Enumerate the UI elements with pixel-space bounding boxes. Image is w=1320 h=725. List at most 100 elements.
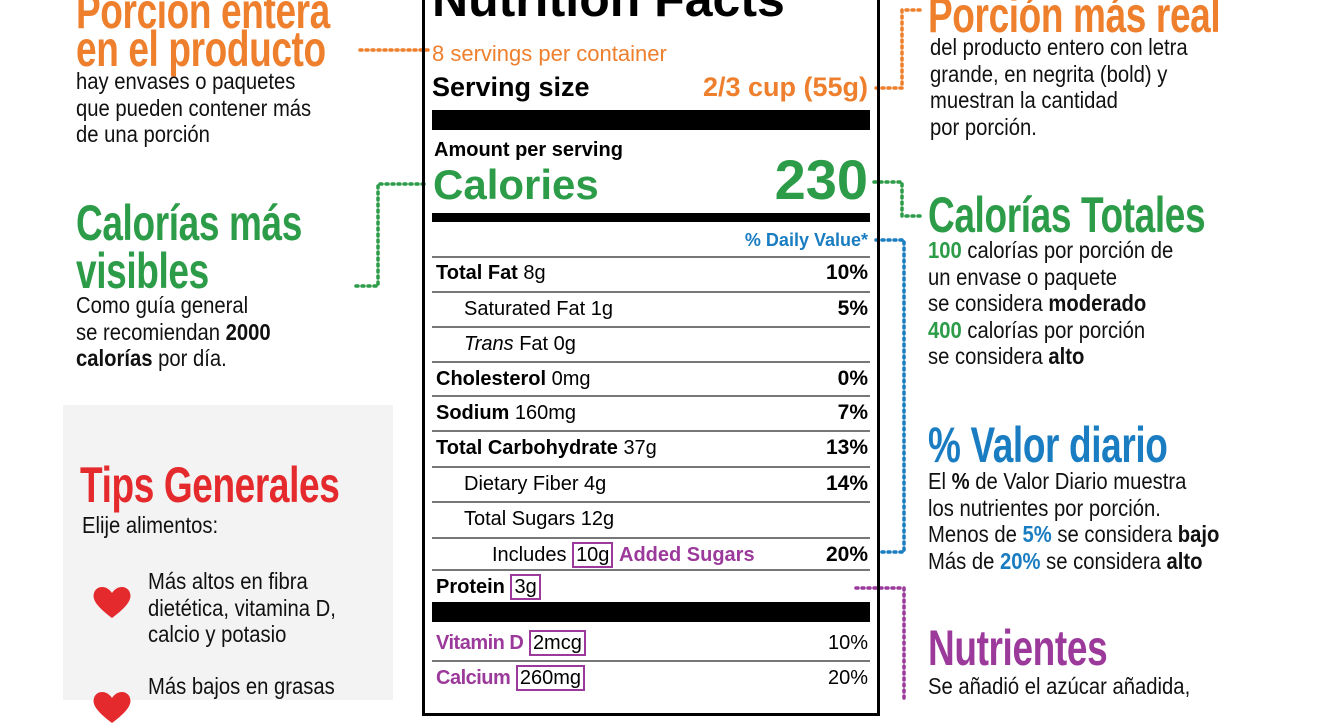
line: un envase o paquete [928, 264, 1173, 291]
line: Se añadió el azúcar añadida, [928, 673, 1190, 700]
calories-label: Calories [433, 161, 599, 208]
text: por día. [152, 345, 227, 371]
nutrient-amount: 8g [523, 262, 546, 284]
daily-value: % Daily Value* [744, 230, 868, 250]
vitamin-amount: 260mg [515, 665, 586, 691]
nutrient-name: Total Sugars [464, 508, 576, 530]
line: los nutrientes por porción. [928, 495, 1219, 522]
rule [432, 326, 870, 328]
daily-percent: 20% [827, 667, 868, 689]
nutrient-row: Includes 10g Added Sugars [492, 542, 755, 568]
text: un envase o paquete [928, 263, 1118, 290]
heading: Calorías más [76, 195, 302, 251]
paragraph: hay envases o paquetes que pueden contene… [76, 68, 311, 148]
nutrient-name: Trans [464, 333, 514, 355]
accent-text: 100 [928, 237, 962, 263]
text: de una porción [76, 121, 210, 147]
line: calorías por día. [76, 345, 271, 372]
vitamin-row: Vitamin D 2mcg [436, 630, 586, 656]
daily-percent: 10% [827, 632, 868, 654]
line: Menos de 5% se considera bajo [928, 521, 1219, 548]
vitamin-name: Vitamin D [436, 632, 524, 654]
nutrient-name: Includes [492, 544, 567, 566]
rule [432, 361, 870, 363]
paragraph: El % de Valor Diario muestra los nutrient… [928, 468, 1219, 574]
daily-percent: 20% [825, 543, 868, 566]
heading: Porción entera [76, 0, 330, 39]
rule [432, 395, 870, 397]
bold-text: bajo [1177, 521, 1220, 547]
nutrient-amount: 4g [584, 473, 607, 495]
text: calorías por porción [961, 316, 1146, 343]
text: de Valor Diario muestra [969, 468, 1187, 494]
text: muestran la cantidad [930, 87, 1118, 113]
text: los nutrientes por porción. [928, 494, 1161, 521]
line: 400 calorías por porción [928, 317, 1173, 344]
label-title: Nutrition Facts [432, 0, 785, 24]
subtitle: Elije alimentos: [82, 512, 219, 538]
serving-amount: 2/3 cup (55g) [702, 72, 868, 102]
line: por porción. [930, 114, 1188, 141]
text: se considera [928, 290, 1049, 316]
nutrient-row: Protein 3g [436, 574, 541, 600]
bar [432, 110, 870, 130]
nutrient-row: Total Sugars 12g [464, 507, 614, 531]
rule [432, 537, 870, 539]
tip-item: Más altos en fibra dietética, vitamina D,… [148, 568, 336, 648]
rule [432, 430, 870, 432]
tips-panel [63, 405, 393, 700]
text: se considera [928, 343, 1049, 369]
amount-per-serving: Amount per serving [434, 139, 623, 161]
bar [432, 602, 870, 622]
nutrient-row: Cholesterol 0mg [436, 367, 591, 391]
paragraph: Se añadió el azúcar añadida, [928, 673, 1190, 700]
daily-percent: 5% [837, 297, 868, 320]
nutrient-row: Dietary Fiber 4g [464, 472, 606, 496]
nutrient-amount: 0mg [551, 368, 591, 390]
heading: Porción más real [928, 0, 1221, 43]
text: hay envases o paquetes [76, 68, 296, 94]
nutrient-row: Trans Fat 0g [464, 332, 576, 356]
line: hay envases o paquetes [76, 68, 311, 95]
bold-text: % [951, 468, 970, 494]
nutrient-amount: 12g [580, 508, 615, 530]
nutrient-amount: 0g [553, 333, 576, 355]
vitamin-row: Calcium 260mg [436, 665, 586, 691]
daily-percent: 13% [825, 436, 868, 459]
line: Más bajos en grasas [148, 673, 335, 699]
nutrient-name: Total Fat [436, 262, 518, 284]
accent-text: 5% [1022, 521, 1052, 547]
calories: 230 [774, 148, 868, 211]
text: Como guía general [76, 292, 249, 318]
accent-text: 20% [1000, 547, 1041, 574]
infographic: { "left": { "serving": { "title": ["Porc… [63, 0, 1221, 723]
nutrient-amount: 160mg [514, 402, 577, 424]
connector [872, 180, 926, 218]
nutrient-amount: 10g [572, 542, 614, 568]
nutrient-name: Total Carbohydrate [436, 437, 618, 459]
nutrient-amount: 1g [590, 298, 613, 320]
nutrient-amount: 3g [510, 574, 541, 600]
nutrient-row: Total Carbohydrate 37g [436, 436, 657, 460]
text: que pueden contener más [76, 94, 312, 121]
nutrient-row: Sodium 160mg [436, 401, 576, 425]
connector [874, 8, 926, 90]
tip-item: Más bajos en grasas [148, 673, 335, 700]
bold-text: alto [1048, 343, 1085, 369]
text: calorías por porción de [961, 237, 1174, 263]
bar [432, 213, 870, 222]
paragraph: Como guía general se recomiendan 2000 calo… [76, 292, 271, 372]
line: se considera alto [928, 343, 1173, 370]
daily-percent: 0% [837, 367, 868, 390]
rule [432, 569, 870, 571]
line: calcio y potasio [148, 621, 287, 647]
heading: en el producto [76, 21, 326, 77]
line: que pueden contener más [76, 95, 311, 122]
rule [432, 256, 870, 258]
paragraph: 100 calorías por porción de un envase o p… [928, 237, 1173, 370]
line: del producto entero con letra [930, 34, 1188, 61]
text: se considera [1051, 521, 1178, 547]
heading: visibles [76, 243, 209, 299]
text: se recomiendan [76, 318, 226, 345]
nutrient-row: Total Fat 8g [436, 261, 546, 285]
